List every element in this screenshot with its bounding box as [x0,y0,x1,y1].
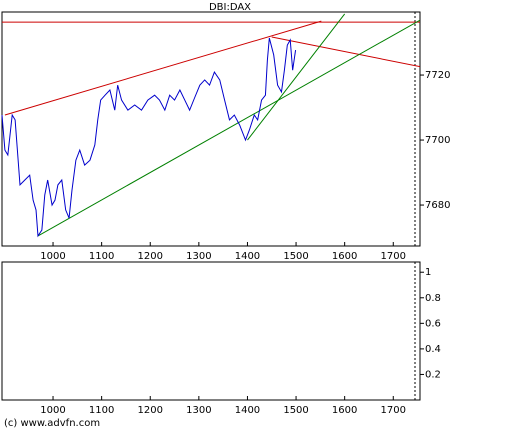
y-tick-label: 1 [425,267,431,278]
x-tick-label: 1700 [381,251,406,262]
y-tick-label: 7700 [425,135,450,146]
x-tick-label: 1400 [235,405,260,416]
x-tick-label: 1200 [138,405,163,416]
trend-line [247,13,346,141]
plot-frame [1,261,421,401]
x-tick-label: 1200 [138,251,163,262]
chart-title: DBI:DAX [209,2,251,13]
y-tick-label: 7720 [425,70,450,81]
x-tick-label: 1600 [332,405,357,416]
y-tick-label: 0.6 [425,318,441,329]
x-tick-label: 1500 [283,251,308,262]
y-tick-label: 0.8 [425,293,441,304]
x-tick-label: 1100 [89,405,114,416]
trend-line [4,20,322,116]
y-tick-label: 0.2 [425,369,441,380]
y-tick-label: 0.4 [425,344,441,355]
x-tick-label: 1700 [381,405,406,416]
trend-line [271,36,420,68]
price-line [1,37,297,238]
x-tick-label: 1500 [283,405,308,416]
x-tick-label: 1400 [235,251,260,262]
trend-line [37,19,420,237]
x-tick-label: 1300 [186,251,211,262]
x-tick-label: 1300 [186,405,211,416]
x-tick-label: 1100 [89,251,114,262]
x-tick-label: 1000 [40,251,65,262]
footer: (c) www.advfn.com [4,418,100,429]
y-tick-label: 7680 [425,200,450,211]
x-tick-label: 1000 [40,405,65,416]
x-tick-label: 1600 [332,251,357,262]
plot-frame [1,11,421,247]
